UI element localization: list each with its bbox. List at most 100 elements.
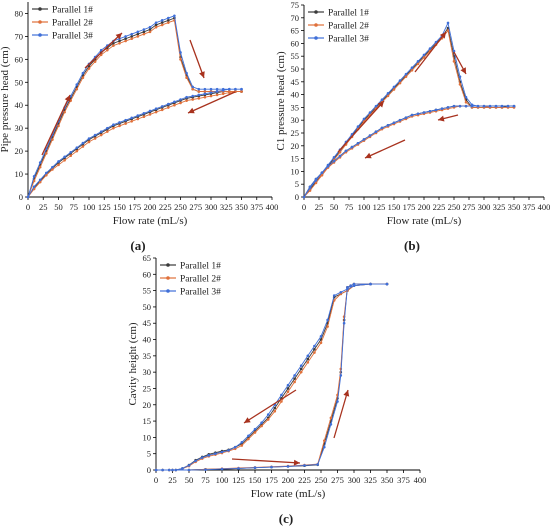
data-point — [464, 104, 468, 108]
data-point — [136, 114, 140, 117]
legend-marker — [38, 7, 42, 11]
x-tick-label: 350 — [381, 475, 394, 485]
series-line-1 — [156, 283, 387, 471]
data-point — [299, 370, 303, 374]
data-point — [173, 100, 176, 104]
data-point — [392, 85, 396, 89]
data-point — [32, 175, 36, 178]
data-point — [191, 94, 194, 98]
data-point — [87, 140, 91, 144]
data-point — [280, 400, 283, 403]
data-point — [398, 118, 402, 122]
legend-label: Parallel 2# — [180, 275, 221, 285]
x-axis-label: Flow rate (mL/s) — [113, 215, 188, 227]
data-point — [142, 115, 146, 119]
data-point — [253, 427, 257, 431]
y-tick-label: 40 — [143, 335, 152, 345]
data-point — [38, 180, 42, 184]
x-tick-label: 175 — [128, 202, 141, 212]
trend-arrowhead — [438, 115, 445, 122]
series-line-2 — [156, 283, 387, 471]
x-tick-label: 400 — [414, 475, 427, 485]
data-point — [227, 449, 230, 452]
data-point — [380, 98, 384, 102]
data-point — [380, 126, 384, 130]
x-tick-label: 350 — [235, 202, 248, 212]
data-point — [404, 116, 408, 119]
x-tick-label: 100 — [358, 202, 371, 212]
data-point — [392, 121, 396, 125]
trend-arrowhead — [64, 95, 71, 102]
x-tick-label: 125 — [98, 202, 111, 212]
data-point — [221, 89, 225, 92]
x-tick-label: 0 — [26, 202, 30, 212]
data-point — [338, 150, 342, 154]
data-point — [154, 468, 158, 472]
x-tick-label: 375 — [250, 202, 263, 212]
data-point — [185, 71, 188, 75]
data-point — [99, 133, 103, 137]
data-point — [339, 290, 343, 294]
y-tick-label: 30 — [143, 367, 152, 377]
data-point — [57, 163, 60, 167]
data-point — [93, 133, 97, 137]
data-point — [446, 29, 450, 32]
x-tick-label: 300 — [205, 202, 218, 212]
data-point — [476, 104, 480, 108]
data-point — [356, 141, 360, 145]
data-point — [349, 284, 353, 288]
data-point — [167, 106, 170, 109]
x-tick-label: 300 — [478, 202, 491, 212]
data-point — [148, 113, 152, 116]
data-point — [187, 468, 191, 472]
data-point — [464, 100, 468, 104]
data-point — [215, 87, 219, 91]
data-point — [154, 110, 158, 114]
x-tick-label: 300 — [348, 475, 361, 485]
trend-arrowhead — [115, 33, 122, 40]
data-point — [99, 48, 103, 52]
data-point — [404, 75, 408, 78]
x-tick-label: 375 — [397, 475, 410, 485]
data-point — [233, 445, 237, 449]
data-point — [179, 98, 182, 101]
x-tick-label: 0 — [154, 475, 158, 485]
x-tick-label: 175 — [403, 202, 416, 212]
data-point — [207, 454, 211, 457]
y-tick-label: 10 — [143, 432, 152, 442]
data-point — [428, 109, 432, 113]
legend-label: Parallel 1# — [328, 9, 369, 19]
data-point — [112, 126, 115, 130]
series-line-2 — [27, 19, 242, 198]
data-point — [308, 185, 312, 189]
y-tick-label: 50 — [143, 302, 152, 312]
data-point — [142, 28, 146, 31]
y-tick-label: 40 — [291, 90, 300, 100]
data-point — [63, 155, 66, 159]
data-point — [93, 60, 97, 63]
data-point — [240, 90, 243, 93]
y-tick-label: 0 — [19, 192, 23, 202]
x-tick-label: 175 — [265, 475, 278, 485]
data-point — [148, 25, 152, 29]
data-point — [161, 468, 164, 472]
data-point — [374, 104, 378, 108]
legend-marker — [314, 23, 318, 27]
y-tick-label: 45 — [143, 318, 152, 328]
x-tick-label: 75 — [70, 202, 79, 212]
data-point — [422, 111, 426, 114]
x-tick-label: 0 — [302, 202, 306, 212]
data-point — [173, 14, 176, 18]
data-point — [130, 119, 133, 123]
data-point — [179, 51, 182, 54]
trend-arrowhead — [460, 67, 466, 74]
data-point — [191, 85, 194, 89]
x-tick-label: 400 — [538, 202, 550, 212]
data-point — [362, 138, 366, 141]
legend-label: Parallel 3# — [180, 288, 221, 298]
y-tick-label: 30 — [15, 123, 24, 133]
x-tick-label: 200 — [144, 202, 157, 212]
trend-arrow — [41, 94, 71, 156]
trend-arrowhead — [440, 32, 446, 39]
data-point — [136, 117, 140, 121]
